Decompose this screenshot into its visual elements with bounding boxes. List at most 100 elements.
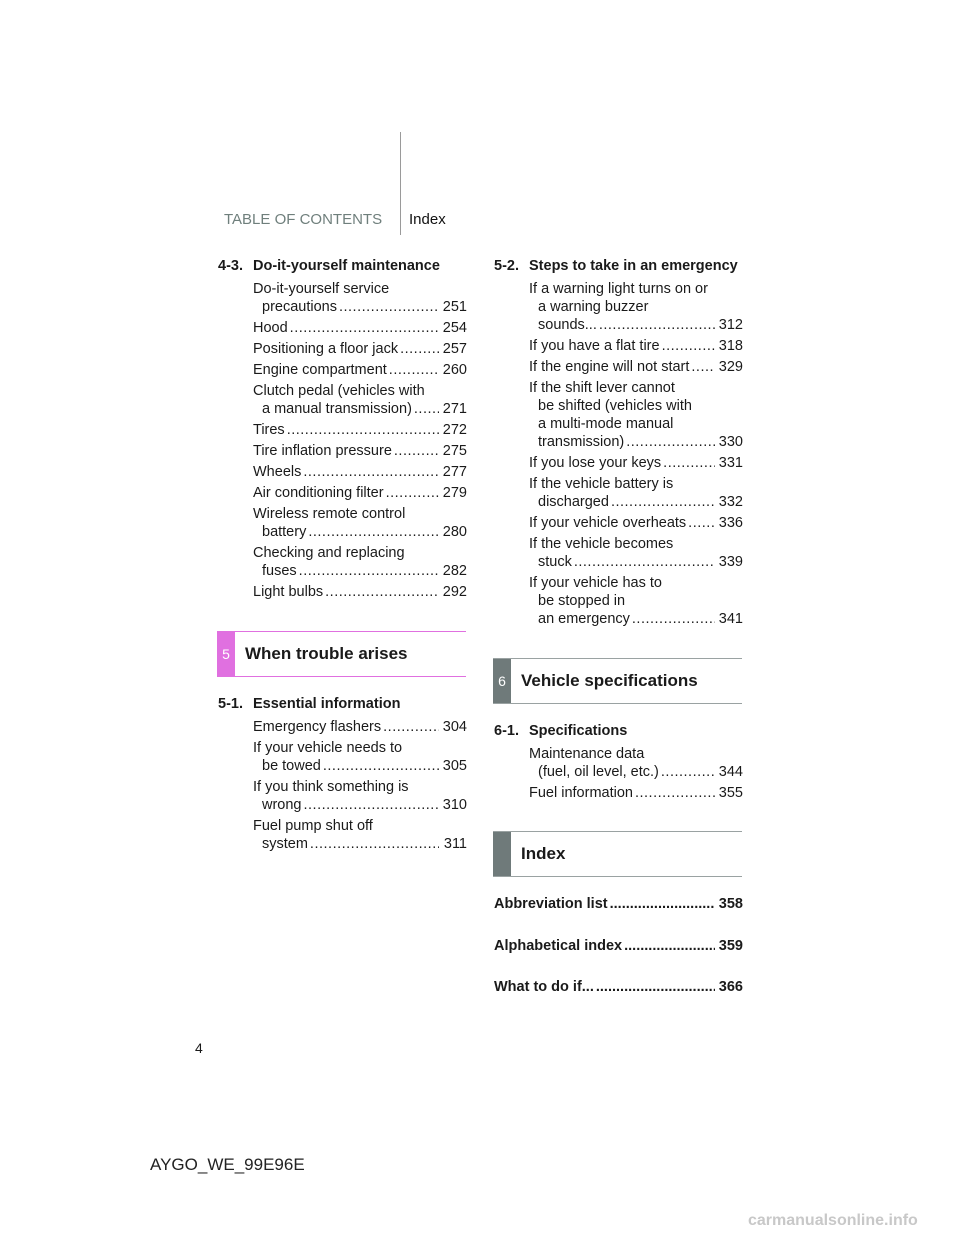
- section-6-1: 6-1. Specifications Maintenance data (fuel,…: [494, 720, 743, 802]
- toc-entry[interactable]: If the vehicle battery is discharged 332: [529, 475, 743, 511]
- toc-entry[interactable]: Hood 254: [253, 319, 467, 337]
- chapter-number-tab: 6: [493, 659, 511, 703]
- index-entry[interactable]: Alphabetical index 359: [494, 938, 743, 954]
- leader-dots: [610, 896, 715, 912]
- leader-dots: [303, 463, 439, 481]
- toc-entry[interactable]: Fuel information 355: [529, 784, 743, 802]
- toc-entry[interactable]: If a warning light turns on or a warning …: [529, 280, 743, 334]
- entry-text: Tire inflation pressure: [253, 443, 392, 459]
- section-heading: 6-1. Specifications: [494, 720, 743, 742]
- entry-text: If your vehicle overheats: [529, 515, 687, 531]
- page-number: 251: [442, 299, 467, 315]
- leader-dots: [299, 562, 439, 580]
- toc-entry[interactable]: If your vehicle has to be stopped in an em…: [529, 574, 743, 628]
- toc-entry[interactable]: Maintenance data (fuel, oil level, etc.) 3…: [529, 745, 743, 781]
- page-number: 310: [442, 797, 467, 813]
- entry-text: Engine compartment: [253, 362, 387, 378]
- document-code: AYGO_WE_99E96E: [150, 1155, 305, 1174]
- entry-line: Engine compartment 260: [253, 361, 467, 379]
- section-number: 6-1.: [494, 723, 519, 739]
- toc-entry[interactable]: If the engine will not start 329: [529, 358, 743, 376]
- leader-dots: [339, 298, 439, 316]
- entry-line: an emergency 341: [529, 610, 743, 628]
- page-number: 341: [718, 611, 743, 627]
- entry-text: If the engine will not start: [529, 359, 690, 375]
- toc-entry[interactable]: If the vehicle becomes stuck 339: [529, 535, 743, 571]
- leader-dots: [626, 433, 715, 451]
- chapter-title: Index: [521, 844, 566, 863]
- entry-line: Hood 254: [253, 319, 467, 337]
- chapter-6-banner[interactable]: 6 Vehicle specifications: [493, 658, 742, 704]
- section-title: Steps to take in an emergency: [529, 258, 738, 274]
- entry-text: stuck: [538, 554, 572, 570]
- toc-entry[interactable]: Wireless remote control battery 280: [253, 505, 467, 541]
- leader-dots: [688, 514, 715, 532]
- page-number: 366: [718, 979, 743, 995]
- entry-line: Tire inflation pressure 275: [253, 442, 467, 460]
- page-number: 305: [442, 758, 467, 774]
- index-banner[interactable]: Index: [493, 831, 742, 877]
- page-number: 272: [442, 422, 467, 438]
- chapter-5-banner[interactable]: 5 When trouble arises: [217, 631, 466, 677]
- leader-dots: [383, 718, 439, 736]
- toc-entry[interactable]: Tires 272: [253, 421, 467, 439]
- chapter-number-tab: [493, 832, 511, 876]
- entry-text: an emergency: [538, 611, 630, 627]
- entry-line: If the shift lever cannot: [529, 380, 675, 396]
- page-number: 359: [718, 938, 743, 954]
- page-number: 279: [442, 485, 467, 501]
- toc-entry[interactable]: Air conditioning filter 279: [253, 484, 467, 502]
- toc-tab[interactable]: TABLE OF CONTENTS: [224, 211, 383, 228]
- section-heading: 4-3. Do-it-yourself maintenance: [218, 255, 467, 277]
- toc-entry[interactable]: Positioning a floor jack 257: [253, 340, 467, 358]
- page-number: 336: [718, 515, 743, 531]
- toc-entry[interactable]: Clutch pedal (vehicles with a manual tran…: [253, 382, 467, 418]
- index-entry[interactable]: Abbreviation list 358: [494, 896, 743, 912]
- chapter-title: When trouble arises: [245, 644, 408, 663]
- page-number: 280: [442, 524, 467, 540]
- toc-entry[interactable]: Checking and replacing fuses 282: [253, 544, 467, 580]
- entry-line: a warning buzzer: [538, 299, 649, 315]
- toc-entry[interactable]: If your vehicle needs to be towed 305: [253, 739, 467, 775]
- toc-entry[interactable]: Light bulbs 292: [253, 583, 467, 601]
- index-entry[interactable]: What to do if... 366: [494, 979, 743, 995]
- toc-entry[interactable]: If you have a flat tire 318: [529, 337, 743, 355]
- toc-entry[interactable]: Do-it-yourself service precautions 251: [253, 280, 467, 316]
- leader-dots: [691, 358, 715, 376]
- index-tab[interactable]: Index: [409, 211, 446, 228]
- entry-line: (fuel, oil level, etc.) 344: [529, 763, 743, 781]
- entry-line: fuses 282: [253, 562, 467, 580]
- section-heading: 5-2. Steps to take in an emergency: [494, 255, 743, 277]
- entry-text: system: [262, 836, 308, 852]
- toc-entry[interactable]: If the shift lever cannot be shifted (veh…: [529, 379, 743, 451]
- toc-entry[interactable]: If your vehicle overheats 336: [529, 514, 743, 532]
- entry-line: system 311: [253, 835, 467, 853]
- toc-entry[interactable]: Wheels 277: [253, 463, 467, 481]
- entry-text: discharged: [538, 494, 609, 510]
- leader-dots: [325, 583, 439, 601]
- toc-entry[interactable]: Engine compartment 260: [253, 361, 467, 379]
- page-number: 312: [718, 317, 743, 333]
- entry-line: If you think something is: [253, 779, 409, 795]
- toc-entry[interactable]: If you think something is wrong 310: [253, 778, 467, 814]
- entry-line: Air conditioning filter 279: [253, 484, 467, 502]
- section-4-3: 4-3. Do-it-yourself maintenance Do-it-your…: [218, 255, 467, 601]
- leader-dots: [290, 319, 439, 337]
- entry-line: discharged 332: [529, 493, 743, 511]
- entry-line: Wheels 277: [253, 463, 467, 481]
- entry-line: If you lose your keys 331: [529, 454, 743, 472]
- entry-text: Air conditioning filter: [253, 485, 384, 501]
- page-number: 332: [718, 494, 743, 510]
- toc-entry[interactable]: Emergency flashers 304: [253, 718, 467, 736]
- entry-line: If the engine will not start 329: [529, 358, 743, 376]
- entry-line: Fuel information 355: [529, 784, 743, 802]
- leader-dots: [323, 757, 439, 775]
- toc-entry[interactable]: Fuel pump shut off system 311: [253, 817, 467, 853]
- toc-entry[interactable]: Tire inflation pressure 275: [253, 442, 467, 460]
- leader-dots: [304, 796, 440, 814]
- toc-entry[interactable]: If you lose your keys 331: [529, 454, 743, 472]
- section-number: 5-2.: [494, 258, 519, 274]
- leader-dots: [414, 400, 439, 418]
- section-title: Essential information: [253, 696, 401, 712]
- entry-line: a multi-mode manual: [538, 416, 674, 432]
